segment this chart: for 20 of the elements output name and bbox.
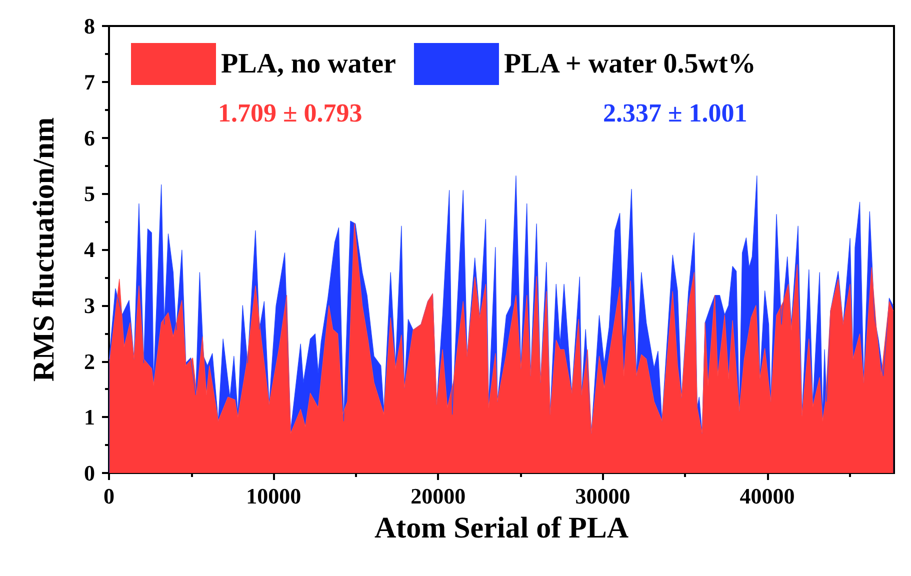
annotation: 1.709 ± 0.793 [218,98,362,128]
y-tick-label: 5 [84,181,95,206]
legend-label: PLA, no water [221,48,396,80]
y-tick-label: 1 [84,404,95,430]
x-tick-label: 20000 [410,484,466,508]
y-tick-label: 2 [84,348,95,374]
x-axis-title: Atom Serial of PLA [374,512,629,544]
y-axis-title: RMS fluctuation/nm [28,117,60,382]
y-tick-label: 4 [84,237,95,262]
y-tick-label: 6 [84,125,95,150]
x-tick-label: 40000 [740,484,795,508]
y-tick-label: 7 [84,69,95,94]
y-tick-label: 3 [84,292,95,318]
x-tick-label: 10000 [246,484,302,508]
legend-label: PLA + water 0.5wt% [504,48,756,80]
y-tick-label: 8 [84,14,95,38]
x-tick-label: 0 [104,484,114,508]
annotation: 2.337 ± 1.001 [603,98,748,128]
x-tick-label: 30000 [575,484,630,508]
y-tick-label: 0 [84,460,95,486]
